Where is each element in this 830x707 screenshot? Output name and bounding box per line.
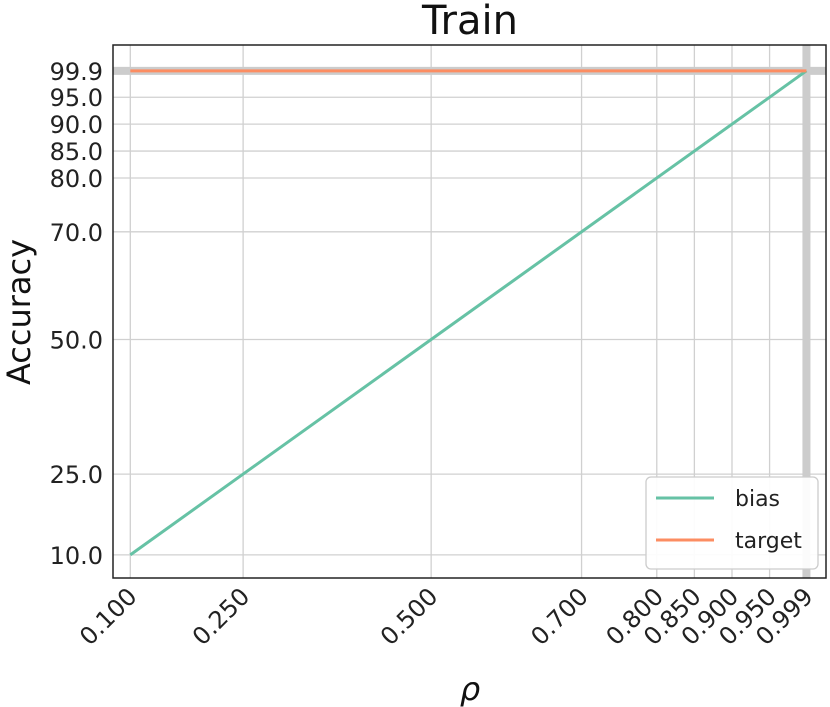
y-tick-label: 99.9	[50, 58, 103, 86]
y-tick-labels: 10.0 25.0 50.0 70.0 80.085.090.095.099.9	[50, 58, 103, 570]
legend-label-bias: bias	[735, 487, 780, 512]
legend-box	[645, 476, 819, 570]
series-layer	[129, 69, 808, 557]
legend: bias target	[645, 476, 819, 570]
chart-title: Train	[421, 0, 518, 44]
x-tick-labels: 0.100 0.250 0.500 0.700 0.8000.8500.9000.950…	[74, 582, 819, 650]
y-tick-label: 70.0	[50, 219, 103, 247]
y-tick-label: 50.0	[50, 326, 103, 354]
legend-label-target: target	[735, 529, 802, 554]
series-line-bias	[129, 69, 808, 557]
y-tick-label: 25.0	[50, 461, 103, 489]
x-tick-label: 0.700	[525, 582, 593, 650]
y-axis-label: Accuracy	[0, 239, 38, 385]
x-tick-label: 0.250	[187, 582, 255, 650]
y-tick-label: 10.0	[50, 542, 103, 570]
x-axis-label: ρ	[460, 670, 480, 707]
plot-frame	[112, 44, 827, 579]
y-tick-label: 80.0	[50, 165, 103, 193]
y-tick-label: 85.0	[50, 138, 103, 166]
x-tick-label: 0.500	[375, 582, 443, 650]
y-tick-label: 95.0	[50, 84, 103, 112]
x-tick-label: 0.100	[74, 582, 142, 650]
y-tick-label: 90.0	[50, 111, 103, 139]
